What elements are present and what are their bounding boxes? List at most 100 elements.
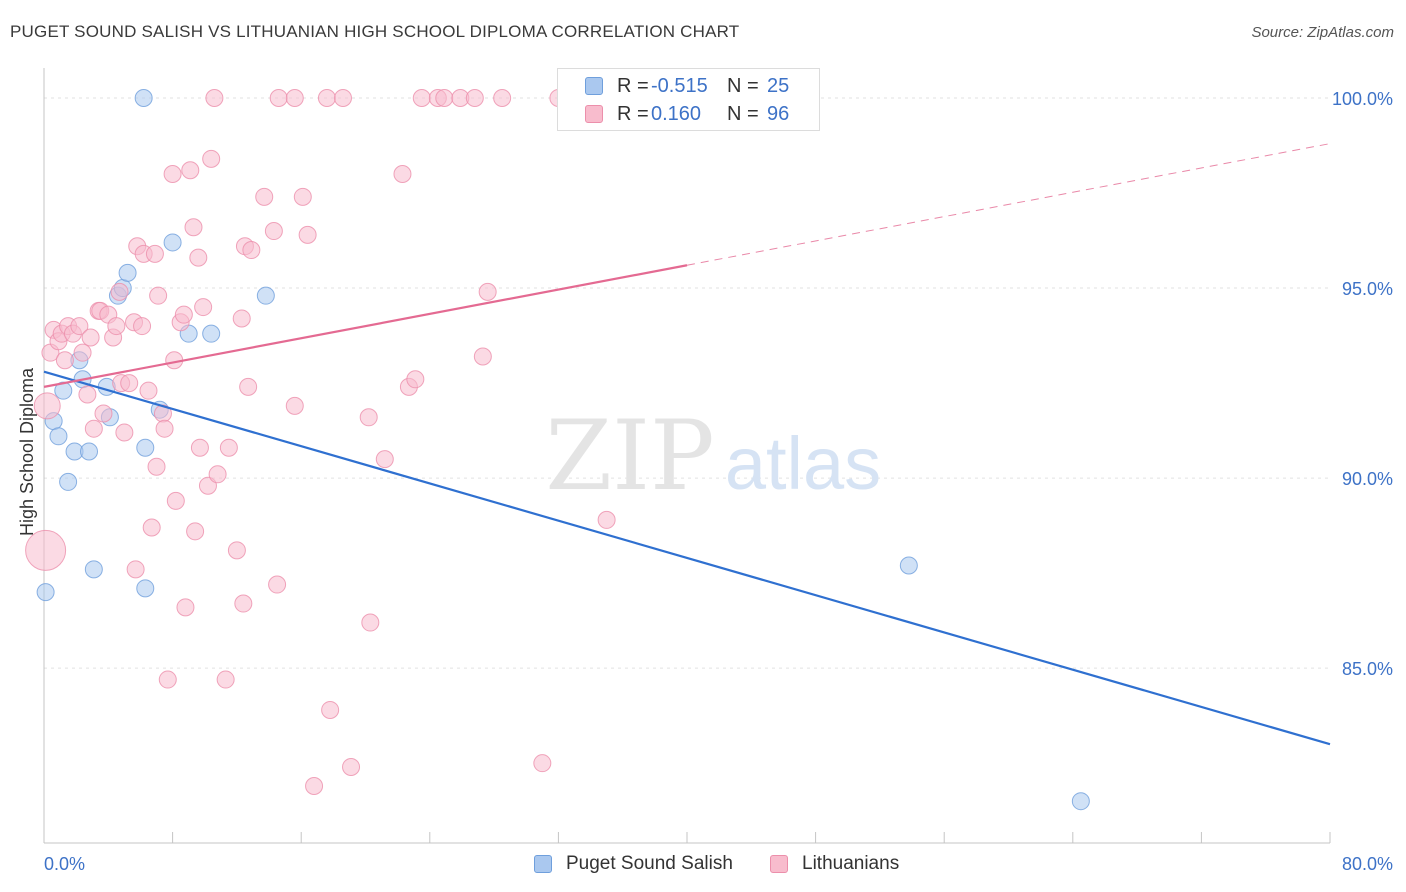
lithuanian-point [120,374,139,393]
trend-lines [43,143,1331,746]
lithuanian-point [219,438,238,457]
lithuanian-point [412,89,431,108]
lithuanian-point [186,522,205,541]
lithuanian-point [73,343,92,362]
watermark-atlas: atlas [725,422,881,505]
legend-row-lithuanians: R = 0.160 N = 96 [558,100,789,128]
lithuanian-trend-extension [686,143,1331,266]
salish-point [118,263,137,282]
axes [43,68,1331,844]
lithuanian-point [533,754,552,773]
legend-r-label: R = [617,102,649,125]
lithuanian-point [293,187,312,206]
lithuanian-point [208,465,227,484]
lithuanian-point [139,381,158,400]
lithuanian-point [133,317,152,336]
lithuanian-point [194,298,213,317]
lithuanian-point [70,317,89,336]
lithuanian-point [202,149,221,168]
y-tick-label: 85.0% [1342,659,1393,679]
lithuanian-point [227,541,246,560]
lithuanian-point [216,670,235,689]
watermark: ZIP atlas [545,400,881,512]
lithuanian-point [478,282,497,301]
lithuanian-point [78,385,97,404]
y-tick-label: 95.0% [1342,279,1393,299]
salish-point [163,233,182,252]
legend-n-label: N = [727,74,759,97]
legend-n-value: 25 [767,74,790,97]
lithuanian-point [145,244,164,263]
lithuanian-point [163,165,182,184]
lithuanian-point [110,282,129,301]
lithuanian-point [255,187,274,206]
lithuanian-point [321,700,340,719]
x-tick-label: 80.0% [1342,854,1393,874]
gridlines [44,97,1330,669]
watermark-zip: ZIP [545,400,714,512]
salish-trend-line [43,370,1331,746]
lithuanian-point [375,450,394,469]
salish-point [36,583,55,602]
lithuanian-point [166,491,185,510]
lithuanian-point [190,438,209,457]
lithuanian-point [361,613,380,632]
lithuanian-point [285,89,304,108]
source-credit: Source: ZipAtlas.com [1251,24,1394,41]
lithuanian-point [239,377,258,396]
salish-point [256,286,275,305]
legend-swatch-blue [585,77,603,95]
lithuanian-point [359,408,378,427]
lithuanian-point [25,529,67,571]
lithuanian-point [107,317,126,336]
salish-point [59,472,78,491]
legend-n-label: N = [727,102,759,125]
salish-point [136,579,155,598]
lithuanian-point [393,165,412,184]
lithuanian-point [317,89,336,108]
legend-swatch-pink [585,105,603,123]
bottom-legend-swatch-blue [534,855,552,873]
salish-point [134,89,153,108]
lithuanian-point [268,575,287,594]
salish-point [202,324,221,343]
legend-r-value: -0.515 [651,74,708,97]
lithuanian-point [473,347,492,366]
bottom-legend-salish: Puget Sound Salish [534,852,733,876]
lithuanian-point [94,404,113,423]
lithuanian-point [232,309,251,328]
lithuanian-trend-line [43,264,688,388]
salish-point [899,556,918,575]
legend-r-value: 0.160 [651,102,702,125]
lithuanian-point [126,560,145,579]
lithuanian-point [298,225,317,244]
lithuanian-point [55,351,74,370]
salish-point [1071,792,1090,811]
lithuanian-point [305,776,324,795]
lithuanian-point [33,392,61,420]
lithuanian-point [115,423,134,442]
lithuanian-point [184,218,203,237]
lithuanian-point [406,370,425,389]
lithuanian-point [158,670,177,689]
salish-point [136,438,155,457]
lithuanian-point [234,594,253,613]
lithuanian-point [242,241,261,260]
legend-r-label: R = [617,74,649,97]
bottom-legend-swatch-pink [770,855,788,873]
lithuanian-point [149,286,168,305]
lithuanian-point [285,396,304,415]
bottom-legend-label: Puget Sound Salish [566,853,733,874]
chart-title: PUGET SOUND SALISH VS LITHUANIAN HIGH SC… [10,22,740,41]
lithuanian-point [81,328,100,347]
lithuanian-point [205,89,224,108]
lithuanian-point [189,248,208,267]
lithuanian-point [269,89,288,108]
legend-n-value: 96 [767,102,790,125]
lithuanian-point [155,419,174,438]
lithuanian-point [342,757,361,776]
x-tick-label: 0.0% [44,854,85,874]
lithuanian-point [465,89,484,108]
salish-point [84,560,103,579]
